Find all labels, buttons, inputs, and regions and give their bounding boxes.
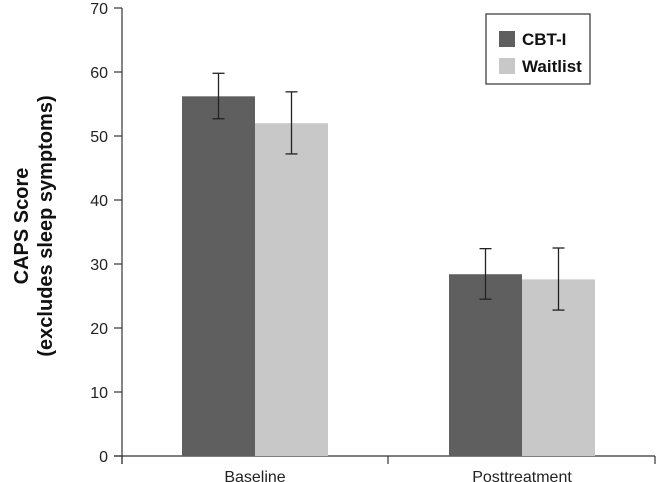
bar-waitlist-baseline xyxy=(255,123,328,456)
y-tick-label-10: 10 xyxy=(90,385,108,402)
legend-swatch-waitlist xyxy=(499,58,515,74)
error-bars xyxy=(212,72,565,311)
y-tick-label-30: 30 xyxy=(90,257,108,274)
legend: CBT-I Waitlist xyxy=(485,13,591,85)
y-tick-label-0: 0 xyxy=(99,449,108,466)
axes: 0 10 20 30 40 50 60 70 Baseline Posttreatment xyxy=(90,1,656,482)
x-tick-label-posttreatment: Posttreatment xyxy=(472,469,572,482)
y-axis-title-line-2: (excludes sleep symptoms) xyxy=(35,95,57,356)
y-tick-label-50: 50 xyxy=(90,129,108,146)
y-tick-label-20: 20 xyxy=(90,321,108,338)
legend-swatch-cbt-i xyxy=(499,31,515,47)
bar-cbt-i-baseline xyxy=(182,96,255,456)
y-axis-title-line-1: CAPS Score xyxy=(11,168,33,285)
legend-box xyxy=(485,13,591,85)
bars xyxy=(182,96,595,456)
legend-label-cbt-i: CBT-I xyxy=(522,30,566,49)
y-tick-label-70: 70 xyxy=(90,1,108,18)
y-axis-title: CAPS Score (excludes sleep symptoms) xyxy=(11,95,57,356)
x-tick-label-baseline: Baseline xyxy=(224,469,285,482)
bar-cbt-i-posttreatment xyxy=(449,274,522,456)
legend-label-waitlist: Waitlist xyxy=(522,57,582,76)
y-tick-label-60: 60 xyxy=(90,65,108,82)
y-tick-label-40: 40 xyxy=(90,193,108,210)
